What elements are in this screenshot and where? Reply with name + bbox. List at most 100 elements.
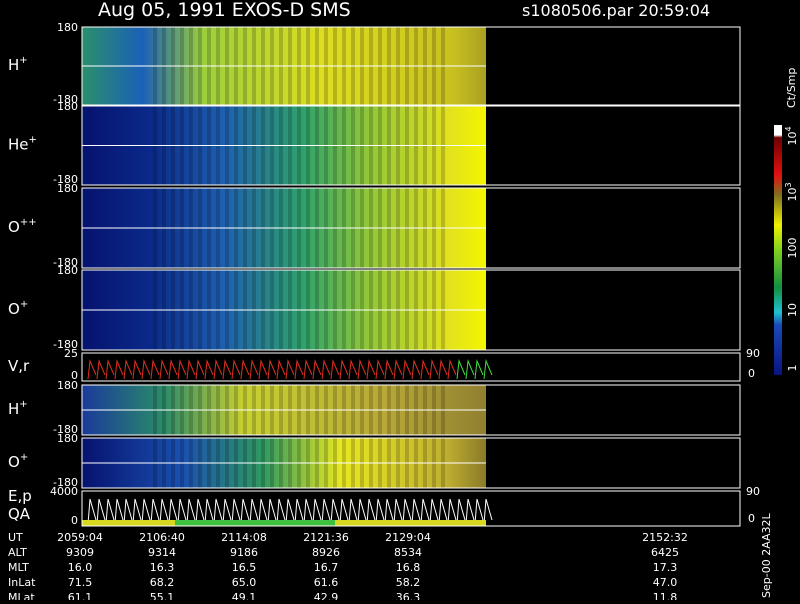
tick-base: 1 (786, 365, 799, 372)
panel-label: He+ (8, 135, 37, 154)
trace (177, 359, 187, 380)
trace (231, 498, 241, 525)
trace (249, 498, 259, 525)
qa-bar (175, 520, 335, 526)
trace (267, 359, 277, 380)
trace (303, 498, 313, 525)
colorbar-tick: 104 (784, 126, 799, 145)
trace (429, 359, 439, 380)
trace (375, 498, 385, 525)
panel-charge: + (29, 135, 37, 146)
y-top: 4000 (50, 485, 78, 498)
trace (294, 359, 304, 380)
y-top: 180 (57, 379, 78, 392)
trace (438, 359, 448, 380)
trace (105, 498, 115, 525)
table-cell: 49.1 (232, 591, 257, 600)
trace (384, 359, 394, 380)
colorbar (774, 125, 782, 375)
trace (186, 498, 196, 525)
trace (366, 359, 376, 380)
panel-charge: + (20, 299, 28, 310)
tick-base: 10 (786, 132, 799, 146)
trace (474, 498, 484, 525)
trace (159, 359, 169, 380)
trace (312, 498, 322, 525)
panel-frame (81, 26, 741, 106)
trace (375, 359, 385, 380)
trace (420, 359, 430, 380)
trace (456, 359, 466, 380)
panel-frame (81, 437, 741, 489)
trace (411, 359, 421, 380)
table-cell: 65.0 (232, 576, 257, 589)
trace (330, 359, 340, 380)
table-cell: 36.3 (396, 591, 421, 600)
trace (177, 498, 187, 525)
panel-name: O (8, 300, 20, 318)
panel-label: O+ (8, 452, 28, 471)
table-cell: 16.8 (396, 561, 421, 574)
trace (483, 498, 493, 525)
trace (222, 359, 232, 380)
table-cell: 61.1 (68, 591, 93, 600)
table-cell: 9186 (230, 546, 258, 559)
trace (465, 359, 475, 380)
trace (339, 359, 349, 380)
trace (195, 498, 205, 525)
trace (474, 359, 484, 380)
y-top: 180 (57, 100, 78, 113)
panel-frame (81, 187, 741, 269)
trace (429, 498, 439, 525)
table-cell: 8926 (312, 546, 340, 559)
panel-charge: ++ (20, 217, 37, 228)
trace (168, 498, 178, 525)
colorbar-tick: 1 (786, 365, 799, 372)
trace (438, 498, 448, 525)
tick-base: 10 (786, 188, 799, 202)
trace (141, 359, 151, 380)
trace (213, 359, 223, 380)
table-cell: 17.3 (653, 561, 678, 574)
table-cell: 55.1 (150, 591, 175, 600)
trace (240, 359, 250, 380)
y2-top: 90 (746, 347, 760, 360)
row-label: UT (8, 531, 23, 544)
trace (123, 498, 133, 525)
y-top: 180 (57, 182, 78, 195)
trace (285, 359, 295, 380)
y-top: 25 (64, 347, 78, 360)
table-cell: 2114:08 (221, 531, 267, 544)
table-cell: 61.6 (314, 576, 339, 589)
trace (168, 359, 178, 380)
table-cell: 71.5 (68, 576, 93, 589)
tick-base: 100 (786, 238, 799, 259)
panel-charge: + (19, 55, 27, 66)
y2-bottom: 0 (748, 512, 755, 525)
table-cell: 58.2 (396, 576, 421, 589)
trace (123, 359, 133, 380)
trace (402, 498, 412, 525)
panel-name: O (8, 453, 20, 471)
colorbar-tick: 10 (786, 303, 799, 317)
trace (87, 498, 97, 525)
y-top: 180 (57, 432, 78, 445)
trace (420, 498, 430, 525)
trace (483, 359, 493, 380)
panel-frame (81, 105, 741, 186)
trace (141, 498, 151, 525)
y2-top: 90 (746, 485, 760, 498)
tick-exp: 3 (784, 182, 793, 187)
trace (150, 498, 160, 525)
panel-name: V,r (8, 357, 30, 375)
trace (96, 498, 106, 525)
trace (240, 498, 250, 525)
panel-label: E,p (8, 487, 32, 505)
panel-charge: + (19, 399, 27, 410)
table-cell: 8534 (394, 546, 422, 559)
y-bottom: -180 (53, 476, 78, 489)
trace (105, 359, 115, 380)
table-cell: 2106:40 (139, 531, 185, 544)
row-label: MLat (8, 591, 35, 600)
trace (384, 498, 394, 525)
